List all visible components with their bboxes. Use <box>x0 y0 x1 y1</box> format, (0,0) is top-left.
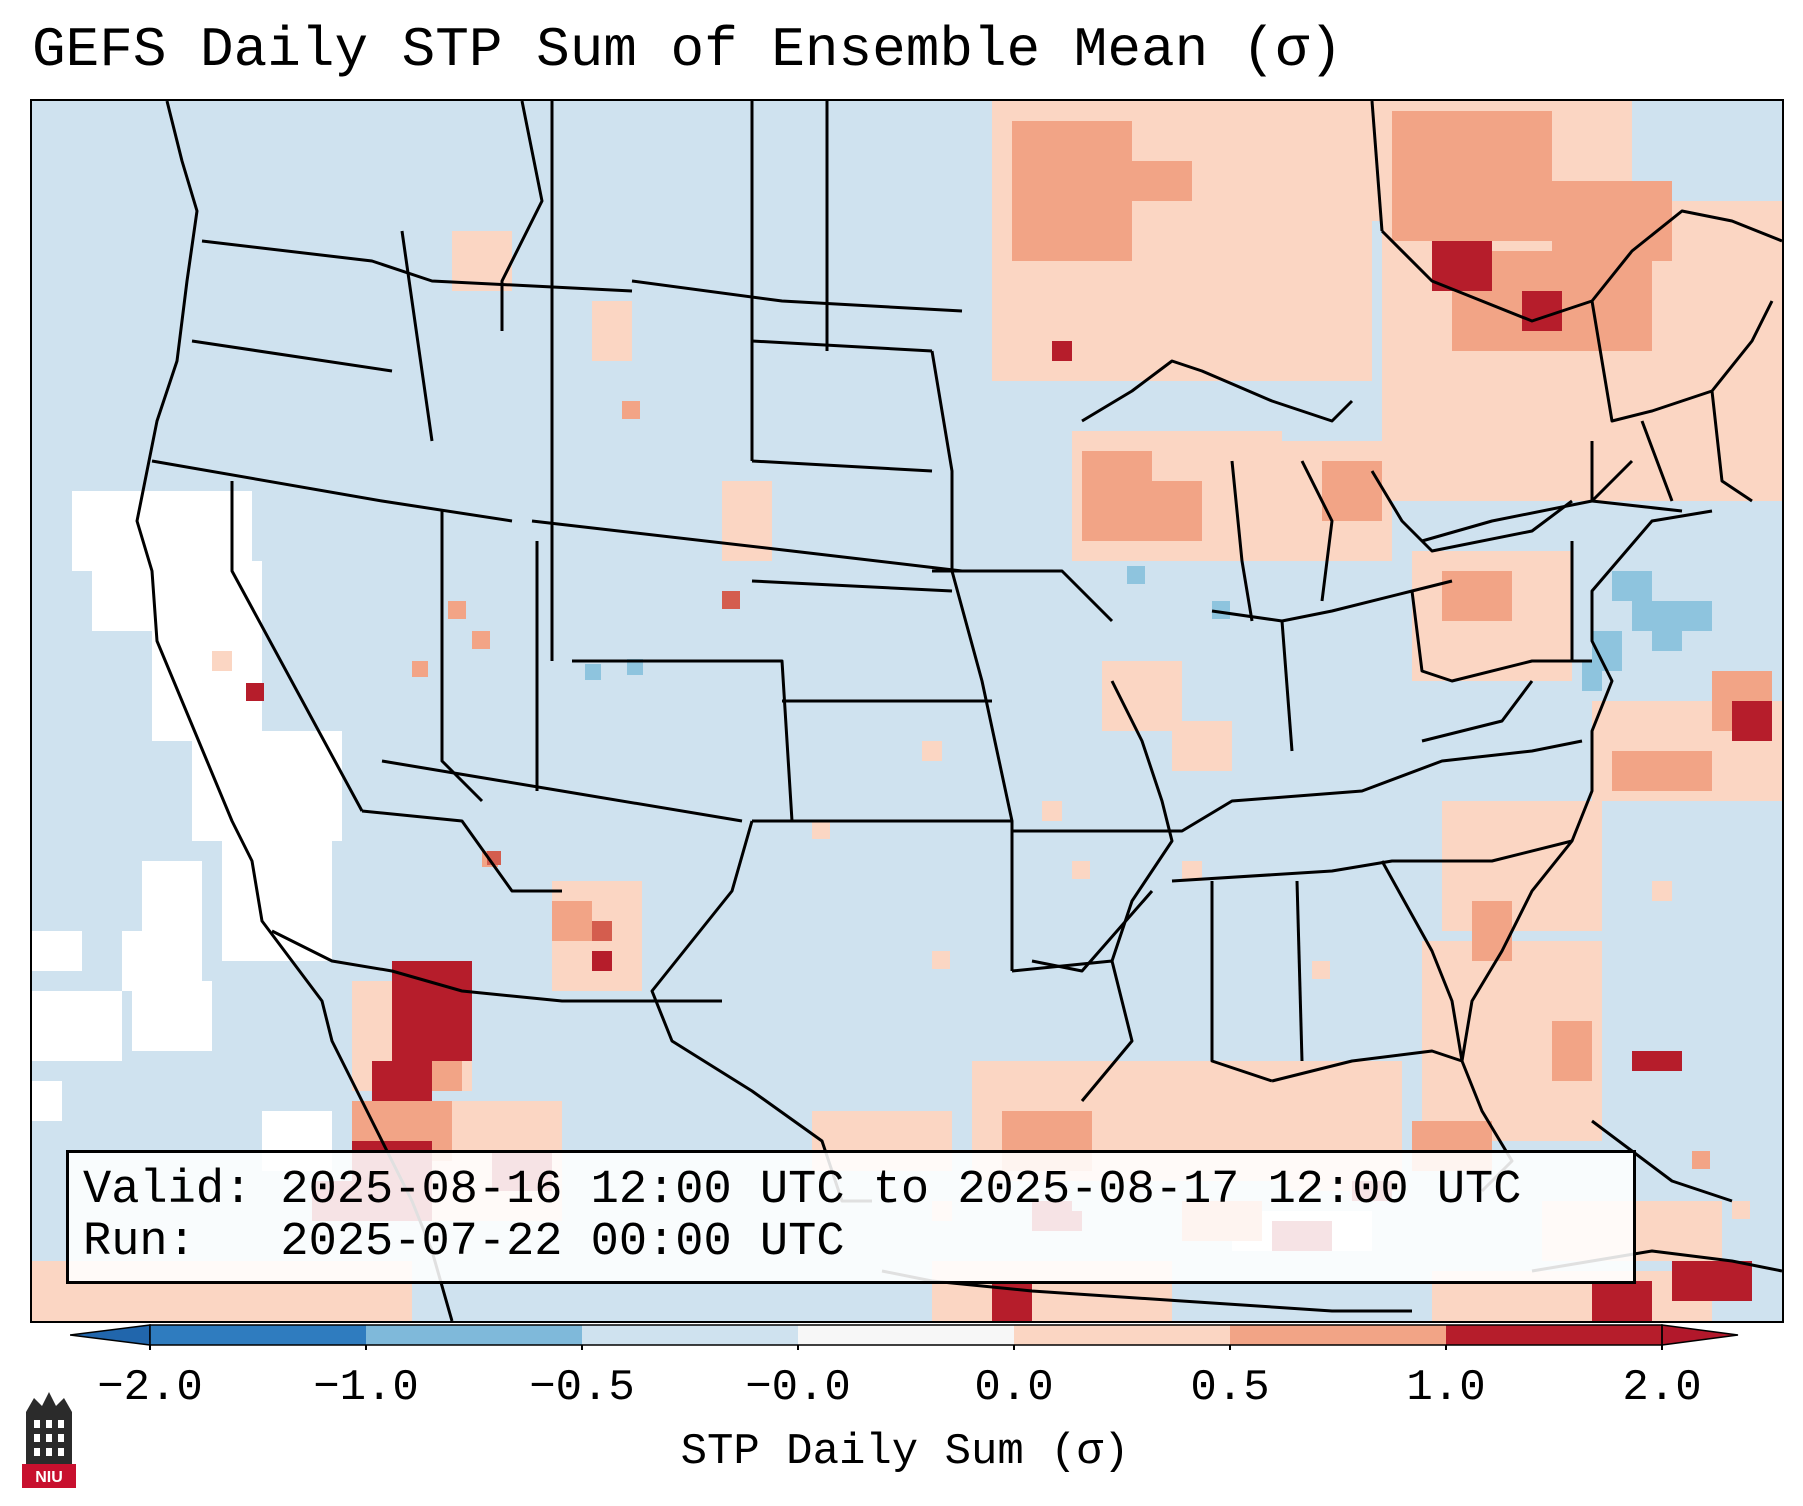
colorbar-segment-2 <box>366 1325 582 1345</box>
colorbar-segment-5 <box>1014 1325 1230 1345</box>
stp-map <box>32 101 1782 1321</box>
colorbar-under-extension <box>70 1324 151 1346</box>
valid-time-text: Valid: 2025-08-16 12:00 UTC to 2025-08-1… <box>83 1164 1522 1217</box>
colorbar <box>70 1324 1739 1350</box>
colorbar-segment-4 <box>798 1325 1014 1345</box>
stp-scattered-cells <box>212 401 1750 1221</box>
niu-logo-icon: NIU <box>22 1392 76 1488</box>
colorbar-tick-label: 0.0 <box>974 1363 1054 1413</box>
chart-title: GEFS Daily STP Sum of Ensemble Mean (σ) <box>32 18 1343 82</box>
colorbar-over-extension <box>1661 1324 1739 1346</box>
colorbar-segment-6 <box>1230 1325 1446 1345</box>
colorbar-segment-7 <box>1446 1325 1662 1345</box>
colorbar-tick-label: 2.0 <box>1622 1363 1702 1413</box>
validity-info-box: Valid: 2025-08-16 12:00 UTC to 2025-08-1… <box>66 1150 1636 1284</box>
colorbar-tick-label: 0.5 <box>1190 1363 1270 1413</box>
run-time-text: Run: 2025-07-22 00:00 UTC <box>83 1216 845 1269</box>
colorbar-segment-1 <box>150 1325 366 1345</box>
colorbar-tick-label: −0.5 <box>529 1363 635 1413</box>
map-panel[interactable] <box>30 99 1784 1323</box>
colorbar-tick-label: −0.0 <box>745 1363 851 1413</box>
colorbar-axis-label: STP Daily Sum (σ) <box>680 1427 1130 1477</box>
negative-anomaly-field <box>585 566 1712 691</box>
coastlines-and-borders <box>135 101 1782 1321</box>
colorbar-tick-label: −1.0 <box>313 1363 419 1413</box>
colorbar-tick-label: −2.0 <box>97 1363 203 1413</box>
colorbar-segment-3 <box>582 1325 798 1345</box>
logo-text: NIU <box>35 1469 63 1486</box>
colorbar-tick-label: 1.0 <box>1406 1363 1486 1413</box>
